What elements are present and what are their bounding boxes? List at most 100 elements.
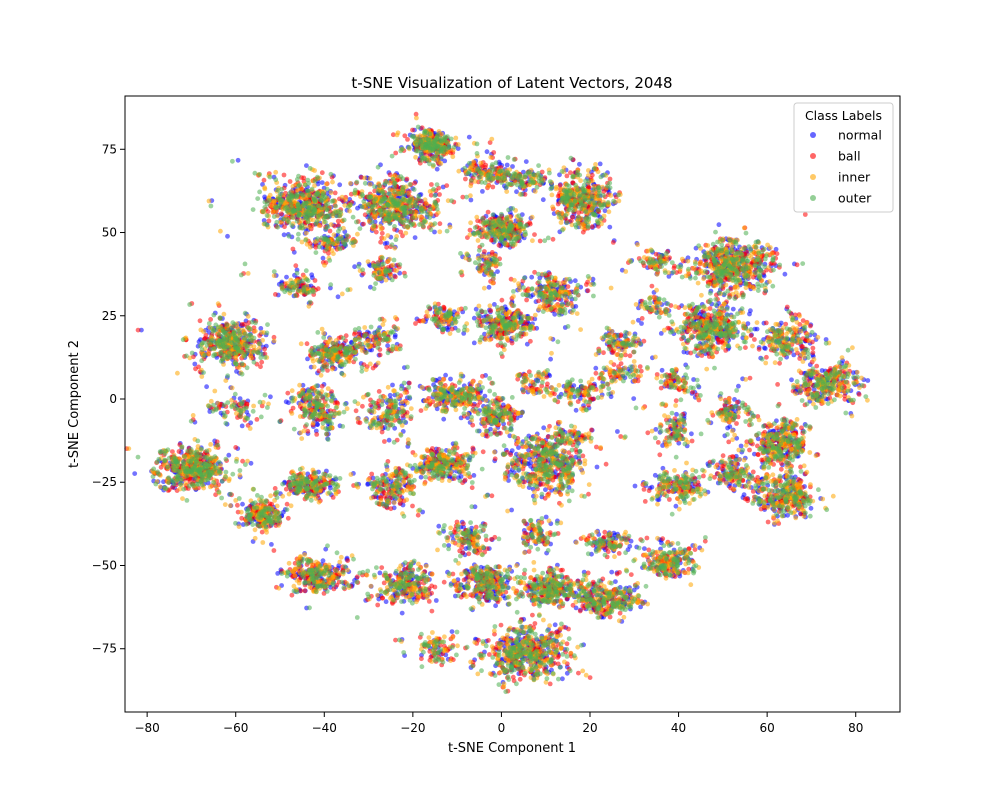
point-normal (486, 284, 492, 290)
point-normal (225, 233, 230, 239)
point-ball (485, 209, 491, 215)
point-normal (572, 278, 578, 284)
point-normal (471, 473, 477, 478)
point-normal (543, 514, 549, 520)
point-normal (418, 474, 424, 480)
point-normal (320, 255, 326, 261)
point-ball (282, 224, 287, 230)
point-ball (259, 359, 265, 365)
point-normal (577, 161, 582, 167)
point-normal (244, 409, 250, 415)
point-normal (573, 407, 579, 413)
point-normal (337, 182, 343, 188)
point-normal (314, 422, 320, 427)
point-normal (392, 334, 398, 340)
point-ball (379, 230, 385, 236)
point-normal (449, 629, 455, 634)
point-ball (332, 190, 338, 196)
point-normal (192, 361, 198, 367)
point-normal (355, 205, 360, 211)
point-ball (377, 352, 383, 358)
point-normal (484, 149, 490, 155)
point-normal (495, 269, 500, 274)
point-normal (468, 197, 474, 203)
point-normal (638, 604, 643, 610)
point-ball (449, 326, 455, 332)
point-normal (642, 546, 647, 551)
point-normal (492, 302, 497, 307)
point-normal (132, 471, 138, 476)
point-normal (632, 483, 638, 489)
point-normal (808, 505, 814, 511)
point-normal (281, 232, 287, 238)
point-normal (455, 577, 461, 582)
point-normal (443, 372, 448, 378)
point-normal (399, 610, 405, 616)
point-normal (385, 343, 390, 349)
point-ball (327, 228, 333, 234)
point-ball (429, 182, 434, 187)
point-normal (269, 542, 274, 547)
point-normal (471, 315, 477, 321)
point-normal (412, 235, 418, 241)
point-normal (458, 474, 464, 479)
point-normal (383, 599, 389, 605)
point-normal (239, 423, 245, 429)
point-normal (320, 558, 326, 564)
point-ball (410, 127, 415, 133)
points-layer (124, 111, 871, 695)
point-ball (499, 297, 505, 303)
point-normal (305, 356, 310, 362)
point-normal (541, 425, 547, 431)
point-normal (390, 382, 395, 388)
point-normal (304, 163, 309, 169)
point-ball (412, 180, 418, 186)
point-normal (689, 431, 694, 437)
point-ball (208, 317, 214, 322)
point-normal (658, 331, 664, 336)
point-normal (754, 326, 760, 332)
point-normal (445, 327, 451, 333)
point-normal (493, 603, 498, 609)
point-normal (716, 222, 722, 228)
point-normal (514, 189, 519, 195)
point-normal (673, 503, 679, 509)
point-normal (386, 437, 392, 443)
point-normal (738, 443, 744, 449)
point-ball (197, 318, 203, 324)
point-normal (510, 164, 515, 169)
point-normal (463, 546, 469, 551)
point-ball (398, 229, 404, 235)
point-normal (649, 484, 655, 490)
point-normal (652, 472, 658, 478)
chart-title: t-SNE Visualization of Latent Vectors, 2… (351, 74, 672, 92)
point-ball (361, 221, 366, 227)
point-normal (235, 157, 241, 163)
point-normal (258, 326, 264, 331)
point-normal (204, 384, 210, 390)
point-ball (416, 318, 422, 324)
point-ball (281, 172, 287, 178)
point-normal (789, 377, 794, 383)
point-normal (782, 271, 788, 277)
point-ball (528, 338, 533, 344)
point-normal (762, 346, 768, 351)
point-normal (730, 306, 736, 312)
point-ball (509, 340, 515, 346)
point-normal (773, 246, 779, 252)
point-ball (273, 292, 278, 297)
point-ball (488, 308, 494, 313)
point-ball (266, 218, 272, 224)
point-normal (336, 563, 342, 568)
point-normal (466, 134, 472, 140)
point-normal (284, 274, 289, 280)
point-normal (529, 274, 535, 280)
point-normal (446, 543, 452, 548)
point-normal (436, 523, 442, 529)
point-normal (448, 376, 453, 382)
point-normal (268, 394, 273, 400)
point-normal (504, 162, 510, 168)
point-ball (496, 242, 502, 248)
point-normal (602, 208, 608, 214)
